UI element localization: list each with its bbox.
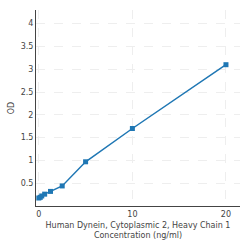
svg-text:0.5: 0.5 [21,179,34,188]
svg-text:10: 10 [127,210,137,219]
svg-text:3.5: 3.5 [21,42,34,51]
svg-text:Human Dynein, Cytoplasmic 2, H: Human Dynein, Cytoplasmic 2, Heavy Chain… [46,221,231,240]
svg-text:20: 20 [221,210,231,219]
svg-text:2.5: 2.5 [21,88,34,97]
svg-text:1.5: 1.5 [21,133,34,142]
svg-text:1: 1 [28,156,33,165]
svg-text:4: 4 [28,19,33,28]
svg-text:OD: OD [7,102,16,114]
svg-text:3: 3 [28,65,33,74]
svg-text:2: 2 [28,111,33,120]
svg-text:0: 0 [36,210,41,219]
